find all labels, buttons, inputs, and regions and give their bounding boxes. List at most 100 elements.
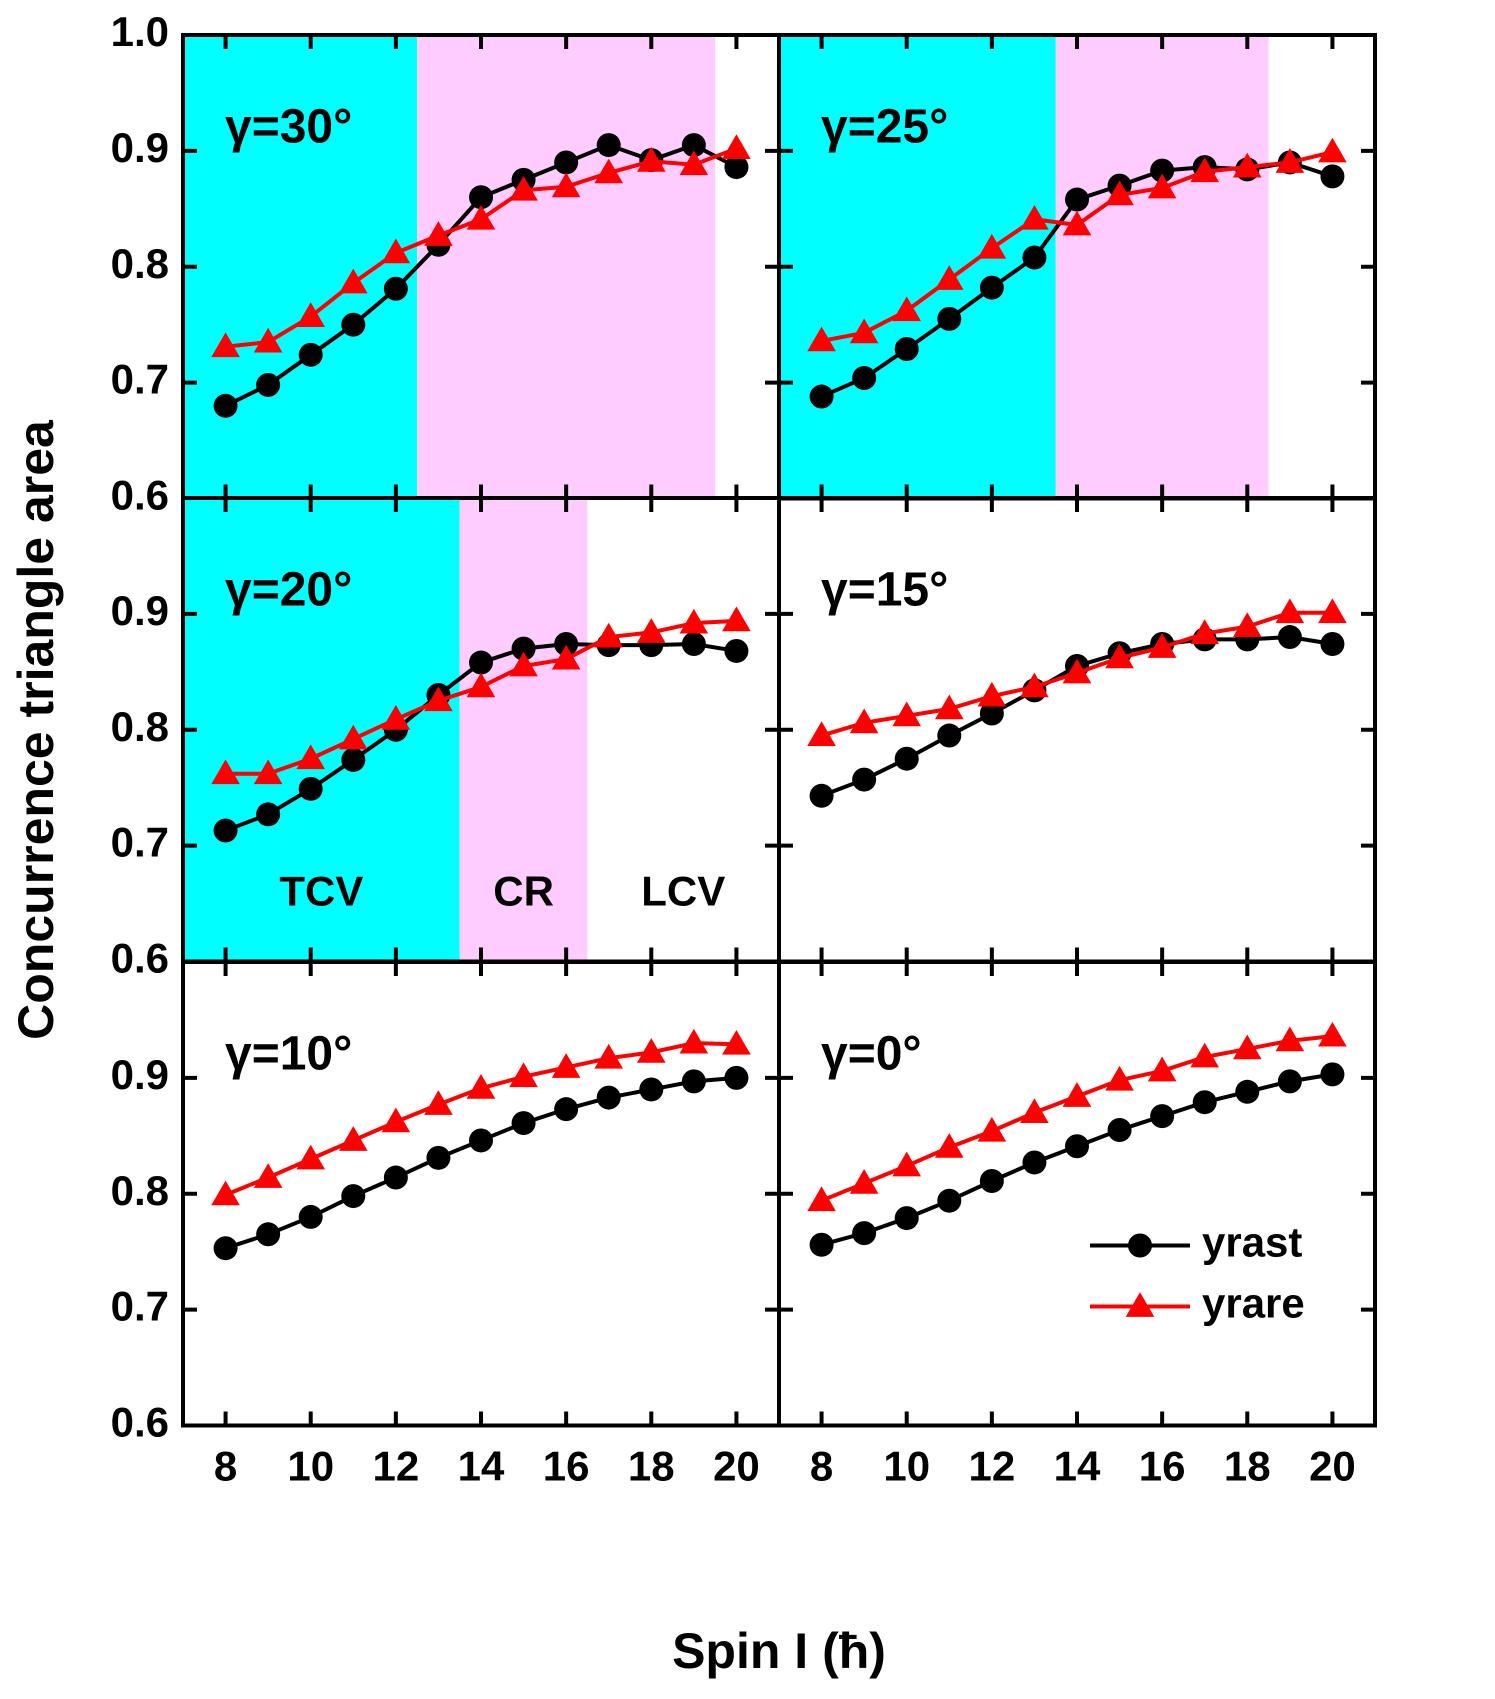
marker — [681, 632, 706, 657]
marker — [849, 1169, 879, 1194]
panel-frame — [777, 960, 1377, 1428]
marker — [1022, 245, 1047, 270]
x-tick-label: 18 — [628, 1443, 675, 1490]
marker — [894, 1206, 919, 1231]
marker — [1320, 164, 1345, 189]
panel-label: γ=30° — [225, 101, 352, 154]
marker — [211, 759, 240, 785]
marker — [338, 724, 368, 750]
marker — [681, 1069, 706, 1094]
x-tick-label: 16 — [543, 1443, 590, 1490]
marker — [894, 337, 919, 362]
marker — [341, 747, 366, 772]
marker — [341, 1184, 366, 1209]
marker — [894, 746, 919, 771]
y-tick-label: 0.6 — [111, 472, 169, 519]
marker — [551, 172, 581, 198]
marker — [937, 306, 962, 331]
marker — [594, 622, 624, 648]
x-tick-label: 12 — [372, 1443, 419, 1490]
marker — [722, 134, 751, 159]
marker — [977, 1116, 1007, 1142]
marker — [1275, 148, 1305, 173]
marker — [1020, 204, 1049, 230]
x-tick-label: 10 — [287, 1443, 334, 1490]
panel-label: γ=0° — [821, 1028, 922, 1081]
marker — [1105, 180, 1134, 206]
panel-label: γ=20° — [225, 564, 352, 617]
region-label: LCV — [641, 868, 725, 915]
marker — [892, 296, 922, 322]
marker — [511, 1111, 536, 1136]
y-tick-label: 0.8 — [111, 703, 169, 750]
marker — [469, 185, 493, 210]
marker — [937, 723, 962, 748]
marker — [338, 1126, 368, 1151]
marker — [1150, 158, 1175, 183]
marker — [679, 150, 709, 176]
y-tick-label: 0.8 — [111, 1167, 169, 1214]
marker — [1232, 612, 1262, 638]
x-tick-label: 20 — [713, 1443, 760, 1490]
y-tick-label: 0.6 — [111, 935, 169, 982]
marker — [211, 332, 240, 358]
marker — [256, 1222, 281, 1247]
marker — [296, 744, 326, 770]
marker — [852, 767, 877, 792]
marker — [1192, 1090, 1217, 1115]
marker — [679, 1028, 709, 1054]
marker — [979, 275, 1004, 300]
marker — [424, 221, 453, 246]
marker — [213, 1236, 238, 1261]
marker — [1318, 598, 1347, 624]
marker — [1147, 633, 1177, 658]
marker — [849, 318, 879, 344]
marker — [849, 708, 879, 734]
marker — [253, 759, 283, 785]
marker — [211, 1180, 240, 1206]
marker — [511, 636, 536, 661]
y-tick-label: 0.9 — [111, 124, 169, 171]
x-tick-label: 8 — [810, 1443, 833, 1490]
y-tick-label: 1.0 — [111, 8, 169, 55]
marker — [1020, 672, 1049, 698]
marker — [296, 1144, 326, 1170]
marker — [509, 651, 538, 677]
marker — [807, 1186, 836, 1212]
x-axis-title: Spin I (ħ) — [672, 1623, 886, 1679]
marker — [1320, 1062, 1345, 1087]
marker — [979, 701, 1004, 726]
region — [459, 498, 588, 962]
marker — [636, 1038, 666, 1063]
marker — [1147, 1056, 1177, 1082]
y-tick-label: 0.7 — [111, 819, 169, 866]
marker — [1065, 1134, 1089, 1159]
marker — [1320, 632, 1345, 657]
marker — [934, 265, 964, 290]
marker — [809, 384, 834, 409]
marker — [466, 204, 496, 230]
marker — [1105, 1065, 1134, 1091]
marker — [636, 618, 666, 643]
region-label: CR — [493, 868, 554, 915]
x-tick-label: 18 — [1224, 1443, 1271, 1490]
marker — [724, 1065, 749, 1090]
marker — [1125, 1292, 1155, 1317]
marker — [1128, 1233, 1152, 1258]
y-tick-label: 0.8 — [111, 240, 169, 287]
region — [183, 498, 460, 962]
marker — [1318, 137, 1347, 163]
marker — [809, 783, 834, 808]
marker — [1105, 643, 1134, 669]
marker — [724, 155, 749, 180]
x-tick-label: 20 — [1309, 1443, 1356, 1490]
marker — [977, 681, 1007, 707]
y-tick-label: 0.9 — [111, 1051, 169, 1098]
panel-label: γ=15° — [821, 564, 948, 617]
marker — [466, 672, 496, 698]
region — [1055, 35, 1269, 499]
marker — [213, 818, 238, 843]
marker — [341, 312, 366, 337]
marker — [509, 1062, 538, 1088]
